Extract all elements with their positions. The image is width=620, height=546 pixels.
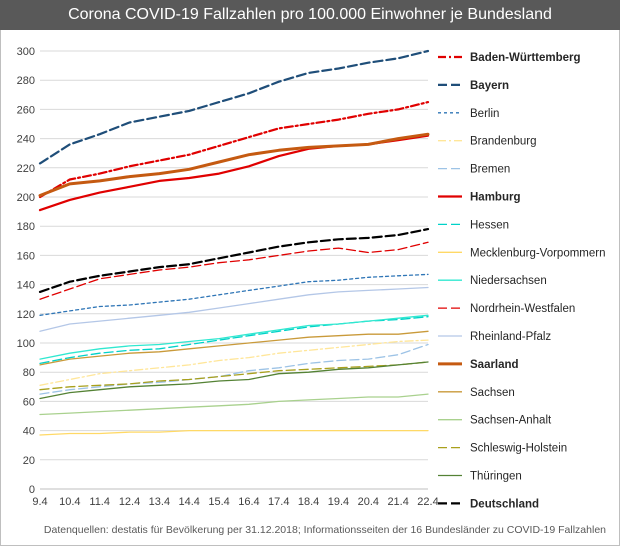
axes: 0 20 40 60 80 100 120 140 160 180 200 220 240 260 280 3… xyxy=(17,46,439,508)
x-tick-label: 16.4 xyxy=(238,496,259,508)
series-line xyxy=(38,100,430,199)
legend-label: Thüringen xyxy=(470,471,522,483)
y-tick-label: 240 xyxy=(17,134,35,146)
y-tick-label: 180 xyxy=(17,221,35,233)
legend-label: Berlin xyxy=(470,108,499,120)
legend-label: Hamburg xyxy=(470,192,520,204)
x-tick-label: 19.4 xyxy=(328,496,349,508)
legend-label: Schleswig-Holstein xyxy=(470,443,567,455)
legend-label: Sachsen-Anhalt xyxy=(470,415,552,427)
legend-label: Rheinland-Pfalz xyxy=(470,331,551,343)
x-tick-label: 18.4 xyxy=(298,496,319,508)
x-tick-label: 20.4 xyxy=(358,496,379,508)
x-tick-label: 11.4 xyxy=(89,496,110,508)
legend-label: Saarland xyxy=(470,359,519,371)
series-line xyxy=(39,330,429,366)
series-line xyxy=(39,393,429,416)
y-tick-label: 300 xyxy=(17,46,35,58)
series-line xyxy=(39,273,429,316)
y-tick-label: 60 xyxy=(23,396,35,408)
y-tick-label: 220 xyxy=(17,163,35,175)
series-line xyxy=(39,241,429,300)
y-tick-label: 160 xyxy=(17,250,35,262)
x-tick-label: 22.4 xyxy=(417,496,438,508)
series-line xyxy=(39,314,429,360)
x-tick-label: 12.4 xyxy=(119,496,140,508)
legend: Baden-Württemberg Bayern Berlin Brandenburg… xyxy=(438,52,606,510)
series-line xyxy=(39,339,429,386)
y-tick-label: 100 xyxy=(17,338,35,350)
legend-label: Sachsen xyxy=(470,387,515,399)
legend-label: Baden-Württemberg xyxy=(470,52,581,64)
legend-label: Hessen xyxy=(470,219,509,231)
x-tick-label: 21.4 xyxy=(387,496,408,508)
series-lines xyxy=(38,49,430,436)
series-line xyxy=(38,49,430,165)
x-tick-label: 10.4 xyxy=(59,496,80,508)
legend-label: Niedersachsen xyxy=(470,275,547,287)
legend-label: Bremen xyxy=(470,164,510,176)
grid-lines xyxy=(40,50,428,490)
y-tick-label: 80 xyxy=(23,367,35,379)
legend-label: Mecklenburg-Vorpommern xyxy=(470,247,606,259)
y-tick-label: 140 xyxy=(17,280,35,292)
x-tick-label: 17.4 xyxy=(268,496,289,508)
y-tick-label: 280 xyxy=(17,75,35,87)
legend-label: Nordrhein-Westfalen xyxy=(470,303,575,315)
x-tick-label: 9.4 xyxy=(32,496,47,508)
legend-label: Bayern xyxy=(470,80,509,92)
series-line xyxy=(38,228,430,293)
y-tick-label: 200 xyxy=(17,192,35,204)
series-line xyxy=(38,132,430,197)
series-line xyxy=(39,286,429,332)
legend-label: Brandenburg xyxy=(470,136,537,148)
y-tick-label: 40 xyxy=(23,426,35,438)
series-line xyxy=(39,361,429,391)
y-tick-label: 260 xyxy=(17,104,35,116)
y-tick-label: 120 xyxy=(17,309,35,321)
series-line xyxy=(39,343,429,395)
x-tick-label: 13.4 xyxy=(149,496,170,508)
legend-label: Deutschland xyxy=(470,498,539,510)
x-tick-label: 15.4 xyxy=(208,496,229,508)
chart-title: Corona COVID-19 Fallzahlen pro 100.000 E… xyxy=(0,0,620,30)
series-line xyxy=(39,361,429,400)
series-line xyxy=(39,429,429,436)
y-tick-label: 20 xyxy=(23,455,35,467)
x-tick-label: 14.4 xyxy=(179,496,200,508)
y-tick-label: 0 xyxy=(29,484,35,496)
source-note: Datenquellen: destatis für Bevölkerung p… xyxy=(43,524,606,536)
